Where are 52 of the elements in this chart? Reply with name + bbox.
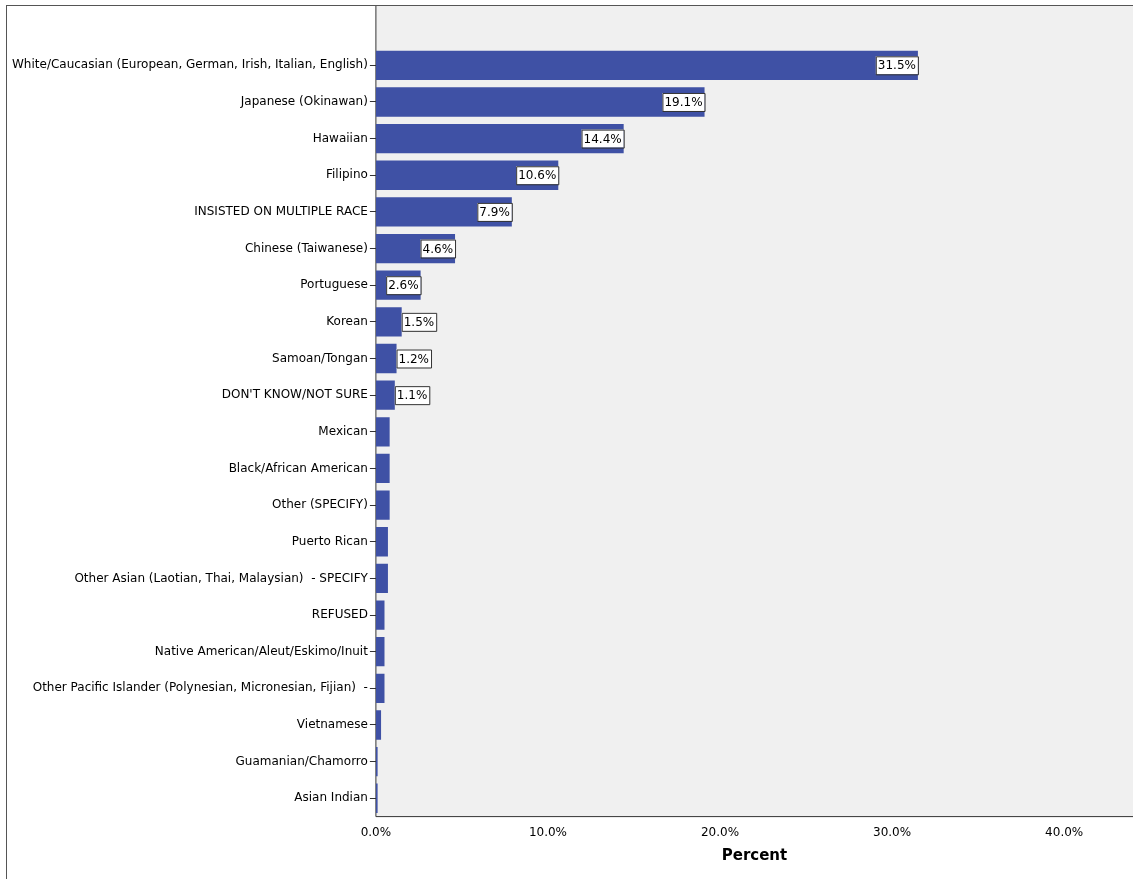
bar (375, 490, 390, 520)
data-label: 7.9% (479, 205, 510, 220)
y-tick-label: INSISTED ON MULTIPLE RACE (194, 204, 368, 219)
bar (375, 417, 390, 447)
y-tick-label: Puerto Rican (291, 533, 368, 548)
y-tick-label: Samoan/Tongan (272, 350, 368, 365)
y-tick-label: Japanese (Okinawan) (239, 94, 368, 109)
y-tick-label: Other Pacific Islander (Polynesian, Micronesian, Fijian) - (32, 680, 368, 695)
bar (375, 710, 382, 740)
bar (375, 50, 918, 80)
data-label: 10.6% (518, 168, 557, 183)
y-tick-label: Native American/Aleut/Eskimo/Inuit (154, 643, 369, 658)
bar (375, 453, 390, 484)
x-tick-label: 20.0% (700, 824, 740, 839)
bar (375, 563, 388, 594)
data-label: 1.5% (403, 314, 435, 329)
y-tick-label: REFUSED (311, 607, 368, 622)
y-tick-label: Asian Indian (294, 790, 368, 805)
data-label: 19.1% (664, 95, 703, 110)
x-tick-label: 0.0% (360, 824, 392, 839)
y-tick-label: Korean (326, 313, 368, 328)
bar (375, 600, 385, 630)
data-label: 4.6% (422, 241, 454, 256)
y-tick-label: Black/African American (228, 460, 368, 475)
data-label: 1.2% (398, 351, 430, 366)
bar (375, 380, 395, 410)
y-tick-label: Guamanian/Chamorro (235, 753, 368, 768)
bar (375, 123, 624, 154)
x-tick-label: 40.0% (1045, 824, 1084, 839)
y-tick-label: Portuguese (300, 277, 368, 292)
y-tick-label: Mexican (318, 423, 368, 438)
y-tick-label: Chinese (Taiwanese) (244, 240, 368, 255)
y-tick-label: Other (SPECIFY) (272, 497, 368, 512)
bar (375, 87, 705, 117)
bar (375, 343, 397, 374)
bar (375, 307, 402, 337)
y-tick-label: Filipino (325, 167, 368, 182)
x-tick-label: 10.0% (528, 824, 568, 839)
data-label: 31.5% (877, 58, 916, 73)
x-tick-label: 30.0% (873, 824, 912, 839)
y-tick-label: Vietnamese (296, 717, 368, 732)
x-axis-title: Percent (721, 845, 788, 864)
y-tick-label: White/Caucasian (European, German, Irish, Italian, English) (11, 57, 368, 72)
data-label: 2.6% (388, 278, 419, 293)
y-tick-label: DON'T KNOW/NOT SURE (221, 387, 368, 402)
data-label: 1.1% (396, 388, 428, 403)
y-tick-label: Hawaiian (312, 130, 368, 145)
y-tick-label: Other Asian (Laotian, Thai, Malaysian) - SPECIFY (74, 570, 369, 585)
bar (375, 637, 385, 667)
bar (375, 527, 388, 557)
data-label: 14.4% (583, 131, 622, 146)
bar (375, 673, 385, 703)
